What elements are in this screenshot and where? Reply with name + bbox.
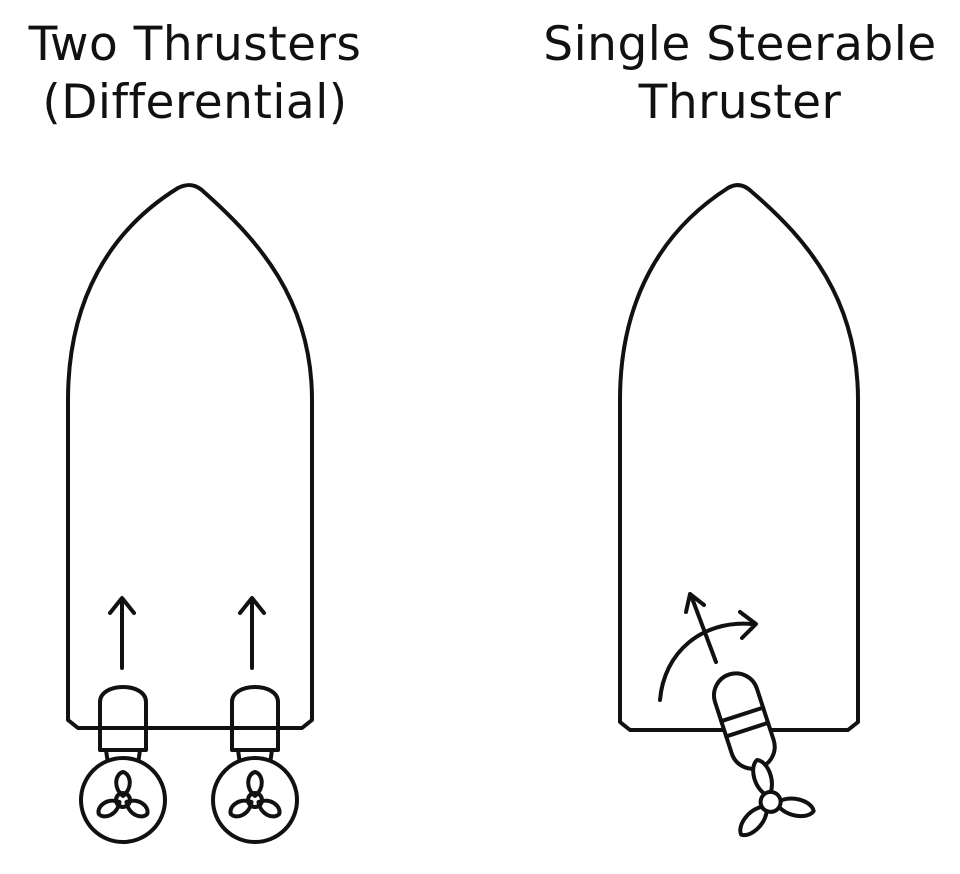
two-thrusters-title-line1: Two Thrusters [28,17,362,72]
single-thruster-title-line2: Thruster [638,75,842,130]
steered-thrust-arrow-icon [684,592,718,664]
rotation-arrow-icon [658,610,758,702]
left-boat [66,183,314,844]
steerable-propeller-icon [738,758,816,838]
right-boat-hull-icon [618,183,860,732]
two-thrusters-title: Two Thrusters (Differential) [0,16,390,132]
two-thrusters-title-line2: (Differential) [42,75,348,130]
left-thrust-arrow-icon [108,596,136,670]
right-thrust-arrow-icon [238,596,266,670]
right-thruster-pod-icon [211,685,299,844]
right-boat [618,183,860,838]
steerable-thruster-pod-icon [712,671,816,838]
left-boat-hull-icon [66,183,314,730]
left-thruster-pod-icon [79,685,167,844]
single-thruster-title: Single Steerable Thruster [520,16,960,132]
single-thruster-title-line1: Single Steerable [543,17,937,72]
